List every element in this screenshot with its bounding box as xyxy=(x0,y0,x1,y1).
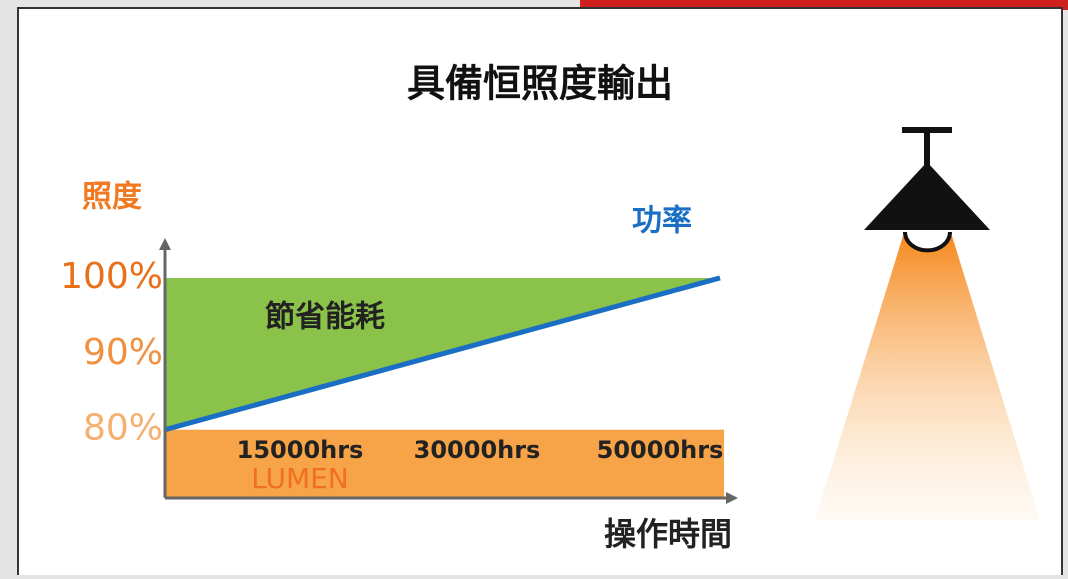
chart-title: 具備恒照度輸出 xyxy=(407,62,673,106)
lamp xyxy=(815,127,1040,520)
series-label: 功率 xyxy=(632,204,692,239)
hours-label: 30000hrs xyxy=(414,436,541,464)
x-axis-arrow xyxy=(726,492,738,504)
y-axis-arrow xyxy=(159,238,171,250)
x-axis-label: 操作時間 xyxy=(604,515,732,553)
y-tick-label: 80% xyxy=(83,408,163,449)
y-axis-label: 照度 xyxy=(82,180,142,215)
y-tick-label: 90% xyxy=(83,332,163,373)
top-bar xyxy=(580,0,1068,10)
lumen-label: LUMEN xyxy=(251,462,349,495)
series-line xyxy=(164,275,721,433)
hours-label: 15000hrs xyxy=(237,436,364,464)
y-tick-label: 100% xyxy=(60,256,163,297)
lumen-band xyxy=(165,429,724,498)
hours-label: 50000hrs xyxy=(597,436,724,464)
saving-label: 節省能耗 xyxy=(265,300,385,335)
